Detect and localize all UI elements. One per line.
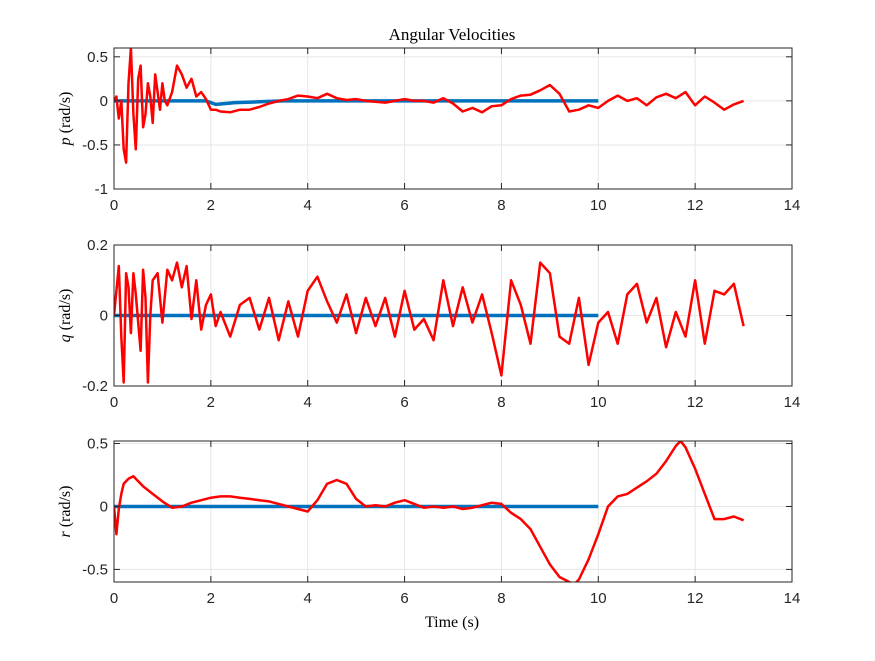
y-tick-label-r: 0.5 — [87, 436, 108, 453]
reference-line-p — [114, 99, 599, 107]
y-tick-label-p: -0.5 — [82, 137, 108, 154]
y-tick-label-q: 0 — [100, 308, 108, 325]
x-tick-label-r: 12 — [687, 590, 704, 607]
x-tick-label-q: 12 — [687, 394, 704, 411]
subplot-p: 0 2 4 6 8 10 12 14 -1 -0.5 0 0.5 p (rad/s) — [57, 47, 801, 214]
y-axis-unit-r: (rad/s) — [57, 486, 74, 532]
x-tick-label-p: 12 — [687, 197, 704, 214]
y-axis-unit-p: (rad/s) — [57, 92, 74, 138]
y-axis-label-q: q (rad/s) — [57, 289, 74, 343]
x-tick-label-r: 10 — [590, 590, 607, 607]
x-axis-label: Time (s) — [425, 614, 479, 631]
x-tick-label-r: 6 — [400, 590, 408, 607]
x-tick-label-q: 10 — [590, 394, 607, 411]
measured-line-p — [114, 48, 745, 164]
x-tick-label-q: 6 — [400, 394, 408, 411]
y-tick-label-r: 0 — [100, 498, 108, 515]
y-axis-symbol-r: r — [57, 531, 74, 538]
y-axis-unit-q: (rad/s) — [57, 289, 74, 335]
y-tick-label-p: 0.5 — [87, 49, 108, 66]
x-tick-label-q: 2 — [207, 394, 215, 411]
x-tick-label-r: 8 — [497, 590, 505, 607]
x-tick-label-r: 2 — [207, 590, 215, 607]
x-tick-label-q: 0 — [110, 394, 118, 411]
x-tick-label-r: 0 — [110, 590, 118, 607]
x-tick-label-p: 2 — [207, 197, 215, 214]
y-tick-label-p: -1 — [95, 181, 108, 198]
y-tick-label-r: -0.5 — [82, 561, 108, 578]
x-tick-label-r: 14 — [784, 590, 801, 607]
x-tick-label-q: 8 — [497, 394, 505, 411]
axes-frame-p — [113, 47, 793, 190]
y-axis-symbol-q: q — [57, 334, 74, 342]
x-tick-label-q: 4 — [304, 394, 312, 411]
subplot-panels: 0 2 4 6 8 10 12 14-1-0.500.5p (rad/s)0 2 4 6 8 10 12 1… — [57, 47, 801, 607]
subplot-r: 0 2 4 6 8 10 12 14-0.500.5r (rad/s) — [57, 436, 800, 607]
measured-line-q — [114, 261, 745, 384]
y-axis-symbol-p: p — [57, 137, 74, 146]
y-axis-label-r: r (rad/s) — [57, 486, 74, 538]
figure-title: Angular Velocities — [389, 25, 516, 44]
x-tick-label-r: 4 — [304, 590, 312, 607]
x-tick-label-p: 14 — [784, 197, 801, 214]
x-tick-label-p: 10 — [590, 197, 607, 214]
x-tick-label-p: 6 — [400, 197, 408, 214]
axes-frame-r — [113, 440, 793, 583]
y-tick-label-q: 0.2 — [87, 237, 108, 254]
y-axis-label-p: p (rad/s) — [57, 92, 74, 147]
subplot-q: 0 2 4 6 8 10 12 14-0.200.2q (rad/s) — [57, 237, 800, 411]
x-tick-label-p: 8 — [497, 197, 505, 214]
x-tick-label-p: 0 — [110, 197, 118, 214]
plot-area-r — [114, 441, 792, 582]
plot-area-p — [114, 48, 792, 189]
y-tick-label-q: -0.2 — [82, 378, 108, 395]
measured-line-r — [114, 441, 745, 582]
x-tick-label-p: 4 — [304, 197, 312, 214]
x-tick-label-q: 14 — [784, 394, 801, 411]
y-tick-label-p: 0 — [100, 93, 108, 110]
